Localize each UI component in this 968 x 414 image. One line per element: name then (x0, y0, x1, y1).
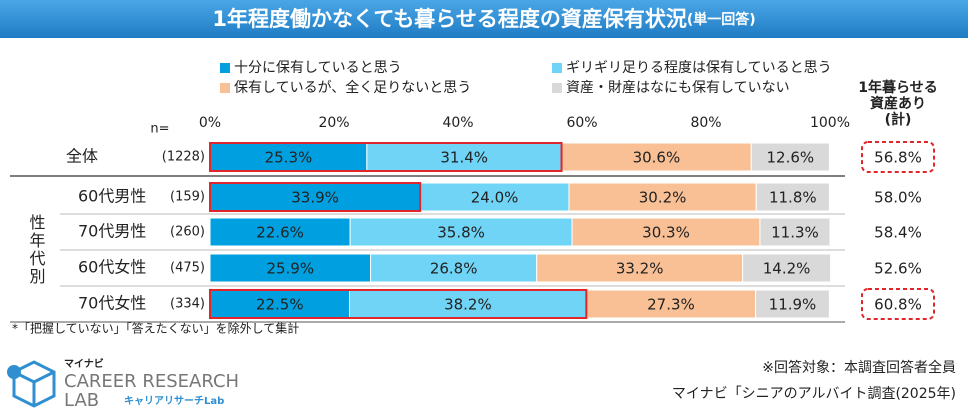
logo-cube (12, 360, 56, 408)
x-tick-label: 0% (199, 115, 221, 131)
total-header: 1年暮らせる (858, 79, 937, 96)
data-label: 11.9% (769, 296, 817, 314)
data-label: 11.8% (769, 189, 817, 207)
n-label: (159) (170, 190, 205, 205)
n-label: (334) (170, 297, 205, 312)
legend-label: 十分に保有していると思う (234, 60, 402, 76)
bar-segment (755, 289, 830, 319)
data-label: 33.2% (616, 260, 664, 278)
bar-segment (209, 217, 351, 247)
logo-line1: CAREER RESEARCH (64, 371, 239, 392)
category-label: 70代男性 (78, 222, 146, 241)
bar-segment (349, 289, 587, 319)
group-label: 性年代別 (27, 214, 46, 286)
data-label: 22.6% (256, 224, 304, 242)
chart-title: 1年程度働かなくても暮らせる程度の資産保有状況(単一回答) (212, 7, 755, 31)
total-label: 56.8% (874, 149, 922, 167)
logo-cube-edge (13, 370, 55, 406)
total-highlight (861, 288, 935, 320)
highlight-box (209, 182, 422, 212)
logo-dot (7, 365, 21, 379)
bar-segment (759, 217, 831, 247)
total-header: (計) (885, 111, 912, 128)
category-label: 全体 (66, 147, 98, 166)
bar-segment (571, 217, 761, 247)
legend-swatch (552, 83, 562, 93)
n-label: (1228) (162, 150, 205, 165)
data-label: 11.3% (771, 224, 819, 242)
data-label: 22.5% (256, 296, 304, 314)
x-tick-label: 100% (810, 115, 850, 131)
bar-segment (349, 217, 573, 247)
total-label: 60.8% (874, 296, 922, 314)
x-tick-label: 80% (690, 115, 721, 131)
total-label: 52.6% (874, 260, 922, 278)
title-banner (0, 0, 968, 38)
logo-line2: LAB (64, 390, 99, 411)
total-label: 58.0% (874, 189, 922, 207)
title-text: 1年程度働かなくても暮らせる程度の資産保有状況 (212, 7, 687, 31)
total-highlight (861, 141, 935, 173)
data-label: 25.3% (265, 149, 313, 167)
footnote: *「把握していない」「答えたくない」を除外して集計 (12, 321, 299, 336)
data-label: 30.3% (642, 224, 690, 242)
total-header: 資産あり (870, 95, 926, 112)
highlight-box (209, 142, 563, 172)
logo-sub: キャリアリサーチLab (124, 395, 224, 407)
highlight-box (209, 289, 588, 319)
data-label: 35.8% (437, 224, 485, 242)
category-label: 70代女性 (78, 294, 146, 313)
data-label: 26.8% (430, 260, 478, 278)
subtitle: (単一回答) (687, 11, 756, 28)
legend-swatch (220, 83, 230, 93)
data-label: 38.2% (444, 296, 492, 314)
category-label: 60代男性 (78, 187, 146, 206)
bar-segment (561, 142, 752, 172)
data-label: 33.9% (291, 189, 339, 207)
category-label: 60代女性 (78, 258, 146, 277)
bar-segment (209, 289, 350, 319)
bar-segment (209, 182, 421, 212)
logo-brand: マイナビ (64, 357, 104, 370)
x-tick-label: 20% (318, 115, 349, 131)
legend-label: ギリギリ足りる程度は保有していると思う (566, 60, 832, 76)
data-label: 30.6% (633, 149, 681, 167)
bar-segment (750, 142, 830, 172)
data-label: 24.0% (471, 189, 519, 207)
n-title: n= (150, 122, 169, 137)
data-label: 25.9% (266, 260, 314, 278)
n-label: (475) (170, 261, 205, 276)
logo: マイナビ CAREER RESEARCH LAB キャリアリサーチLab (7, 357, 239, 411)
legend-swatch (552, 63, 562, 73)
total-label: 58.4% (874, 224, 922, 242)
legend-label: 資産・財産はなにも保有していない (566, 80, 790, 96)
data-label: 27.3% (647, 296, 695, 314)
data-label: 30.2% (639, 189, 687, 207)
data-label: 14.2% (763, 260, 811, 278)
x-tick-label: 40% (442, 115, 473, 131)
legend-label: 保有しているが、全く足りないと思う (234, 79, 471, 96)
source-1: ※回答対象：本調査回答者全員 (762, 359, 956, 376)
n-label: (260) (170, 225, 205, 240)
bar-segment (755, 182, 830, 212)
x-tick-label: 60% (566, 115, 597, 131)
source-2: マイナビ「シニアのアルバイト調査(2025年) (672, 386, 956, 402)
data-label: 31.4% (440, 149, 488, 167)
bar-segment (585, 289, 757, 319)
data-label: 12.6% (766, 149, 814, 167)
bar-segment (742, 253, 832, 283)
legend-swatch (220, 63, 230, 73)
